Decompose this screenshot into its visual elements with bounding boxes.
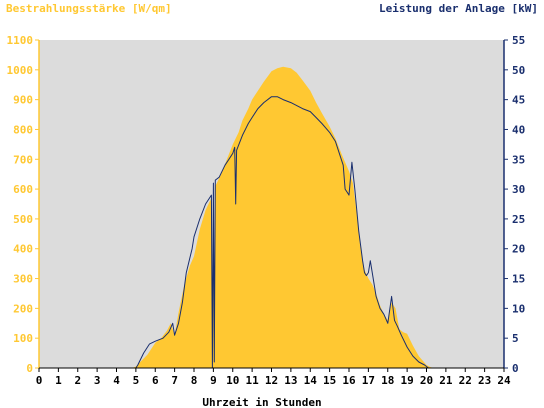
right-tick-label: 30 (512, 183, 525, 196)
x-tick-label: 7 (171, 374, 178, 387)
series-irradiance-area (39, 66, 504, 369)
x-tick-label: 0 (36, 374, 43, 387)
right-tick-label: 45 (512, 94, 525, 107)
left-tick-label: 0 (26, 362, 33, 375)
x-tick-label: 8 (191, 374, 198, 387)
left-tick-label: 900 (13, 94, 33, 107)
right-tick-label: 25 (512, 213, 525, 226)
x-tick-label: 1 (55, 374, 62, 387)
left-tick-label: 600 (13, 183, 33, 196)
right-tick-label: 0 (512, 362, 519, 375)
x-tick-label: 23 (478, 374, 491, 387)
x-tick-label: 14 (304, 374, 318, 387)
x-tick-label: 21 (439, 374, 453, 387)
x-tick-label: 3 (94, 374, 101, 387)
series-power-line (39, 96, 504, 369)
x-tick-label: 12 (265, 374, 278, 387)
x-tick-label: 6 (152, 374, 159, 387)
right-tick-label: 15 (512, 273, 525, 286)
x-tick-label: 19 (401, 374, 414, 387)
left-tick-label: 500 (13, 213, 33, 226)
left-tick-label: 800 (13, 123, 33, 136)
x-tick-label: 13 (284, 374, 297, 387)
left-tick-label: 100 (13, 332, 33, 345)
x-tick-label: 11 (246, 374, 260, 387)
right-tick-label: 55 (512, 34, 525, 47)
x-axis-label: Uhrzeit in Stunden (202, 396, 321, 408)
x-tick-label: 17 (362, 374, 375, 387)
left-tick-label: 1000 (7, 64, 34, 77)
x-tick-label: 18 (381, 374, 394, 387)
left-axis-title: Bestrahlungsstärke [W/qm] (6, 2, 172, 15)
x-tick-label: 22 (459, 374, 472, 387)
left-tick-label: 400 (13, 243, 33, 256)
right-axis-title: Leistung der Anlage [kW] (379, 2, 538, 15)
x-tick-label: 20 (420, 374, 433, 387)
x-tick-label: 9 (210, 374, 217, 387)
x-tick-label: 10 (226, 374, 239, 387)
left-tick-label: 200 (13, 302, 33, 315)
line-layer (39, 96, 504, 369)
right-tick-label: 50 (512, 64, 525, 77)
right-tick-label: 5 (512, 332, 519, 345)
left-tick-label: 700 (13, 153, 33, 166)
x-tick-label: 15 (323, 374, 336, 387)
x-tick-label: 2 (74, 374, 81, 387)
left-tick-label: 1100 (7, 34, 34, 47)
right-tick-label: 20 (512, 243, 525, 256)
left-tick-label: 300 (13, 273, 33, 286)
x-tick-label: 16 (342, 374, 356, 387)
area-layer (39, 66, 504, 369)
right-tick-label: 10 (512, 302, 525, 315)
x-tick-label: 4 (113, 374, 120, 387)
right-tick-label: 40 (512, 123, 525, 136)
right-tick-label: 35 (512, 153, 525, 166)
x-tick-label: 24 (497, 374, 511, 387)
ticks-layer: 0100200300400500600700800900100011000510… (7, 34, 526, 387)
x-tick-label: 5 (133, 374, 140, 387)
